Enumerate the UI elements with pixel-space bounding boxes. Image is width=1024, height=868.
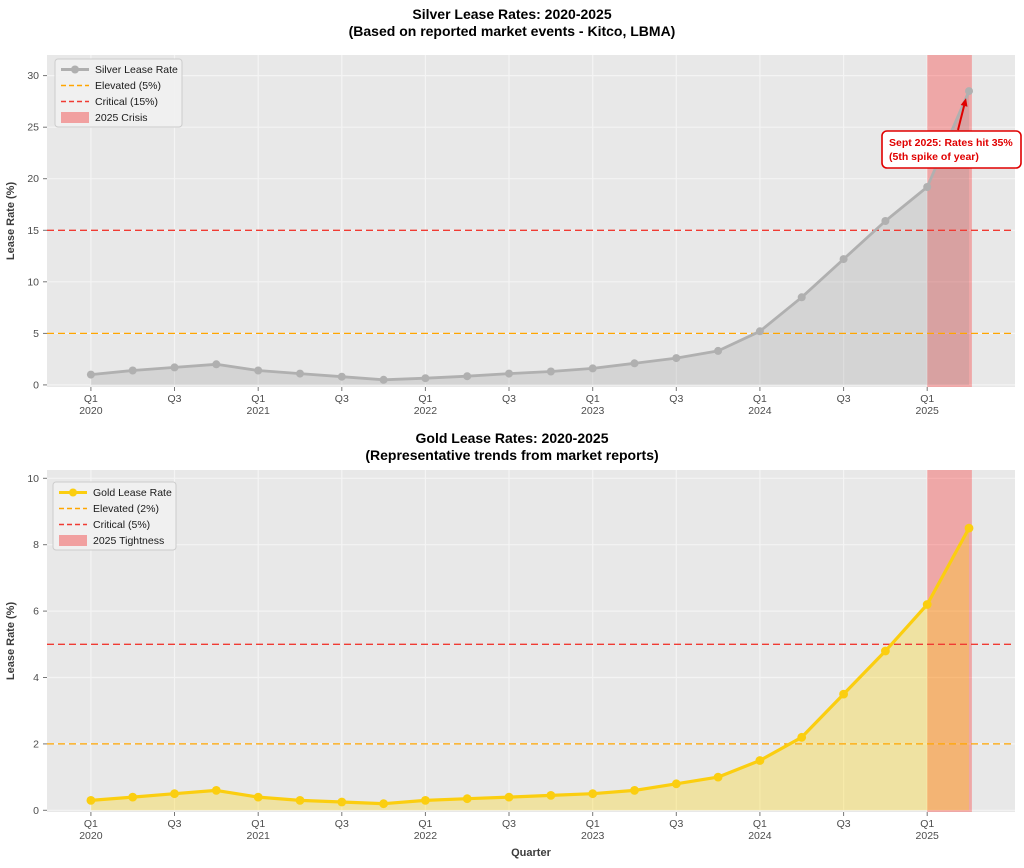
svg-text:Q1: Q1 — [920, 393, 934, 405]
svg-text:2022: 2022 — [414, 830, 438, 842]
svg-text:Q3: Q3 — [837, 393, 851, 405]
annotation: Sept 2025: Rates hit 35% (5th spike of ye… — [881, 98, 1022, 169]
svg-text:Q3: Q3 — [837, 818, 851, 830]
y-tick-labels: 0 2 4 6 8 10 — [27, 473, 39, 817]
y-axis-label: Lease Rate (%) — [5, 602, 17, 681]
svg-text:5: 5 — [33, 328, 39, 340]
gold-series-line — [90, 527, 971, 806]
axis-ticks — [43, 477, 928, 816]
svg-text:6: 6 — [33, 606, 39, 618]
svg-text:8: 8 — [33, 539, 39, 551]
svg-text:Q1: Q1 — [84, 393, 98, 405]
svg-text:2024: 2024 — [748, 405, 772, 417]
svg-text:Q1: Q1 — [418, 818, 432, 830]
svg-text:2020: 2020 — [79, 830, 103, 842]
svg-text:0: 0 — [33, 805, 39, 817]
svg-text:0: 0 — [33, 379, 39, 391]
silver-data-points — [86, 87, 973, 384]
legend-item: Elevated (5%) — [61, 80, 161, 92]
svg-text:Q1: Q1 — [418, 393, 432, 405]
svg-text:Q1: Q1 — [586, 393, 600, 405]
legend-item: Critical (5%) — [59, 519, 150, 531]
silver-chart-subtitle: (Based on reported market events - Kitco… — [348, 23, 676, 39]
legend-item: Gold Lease Rate — [59, 487, 172, 499]
svg-text:Elevated (5%): Elevated (5%) — [95, 80, 161, 92]
svg-text:Q3: Q3 — [502, 818, 516, 830]
legend-item: Silver Lease Rate — [61, 64, 178, 76]
svg-text:25: 25 — [27, 122, 39, 134]
silver-2025-band — [927, 55, 972, 387]
svg-text:Critical (5%): Critical (5%) — [93, 519, 150, 531]
svg-text:Q3: Q3 — [167, 393, 181, 405]
gold-2025-band — [927, 470, 972, 812]
annotation-arrowhead — [960, 98, 968, 107]
svg-text:15: 15 — [27, 225, 39, 237]
svg-text:Q1: Q1 — [251, 818, 265, 830]
svg-text:Elevated (2%): Elevated (2%) — [93, 503, 159, 515]
svg-text:10: 10 — [27, 473, 39, 485]
silver-area-fill — [90, 91, 969, 385]
svg-text:2025: 2025 — [916, 405, 940, 417]
annotation-text-line1: Sept 2025: Rates hit 35% — [889, 137, 1013, 149]
y-tick-labels: 0 5 10 15 20 25 30 — [27, 70, 39, 391]
gold-data-points — [86, 523, 974, 809]
svg-text:2022: 2022 — [414, 405, 438, 417]
svg-text:2023: 2023 — [581, 830, 605, 842]
y-axis-label: Lease Rate (%) — [5, 182, 17, 261]
svg-text:Q3: Q3 — [335, 818, 349, 830]
silver-chart-title: Silver Lease Rates: 2020-2025 — [412, 6, 612, 22]
svg-text:2025 Tightness: 2025 Tightness — [93, 535, 164, 547]
svg-text:Q3: Q3 — [669, 393, 683, 405]
svg-text:4: 4 — [33, 672, 39, 684]
svg-text:Silver Lease Rate: Silver Lease Rate — [95, 64, 178, 76]
svg-text:2021: 2021 — [247, 405, 271, 417]
svg-text:2021: 2021 — [247, 830, 271, 842]
x-axis-label: Quarter — [511, 847, 551, 859]
svg-text:Critical (15%): Critical (15%) — [95, 96, 158, 108]
legend-item: 2025 Tightness — [59, 535, 164, 547]
silver-legend: Silver Lease Rate Elevated (5%) Critical (… — [54, 58, 183, 128]
svg-text:2024: 2024 — [748, 830, 772, 842]
svg-text:Q1: Q1 — [251, 393, 265, 405]
gold-area-fill — [90, 528, 969, 811]
svg-text:2: 2 — [33, 738, 39, 750]
annotation-text-line2: (5th spike of year) — [889, 151, 979, 163]
legend-item: Critical (15%) — [61, 96, 158, 108]
svg-text:2025: 2025 — [916, 830, 940, 842]
annotation-arrow — [957, 105, 966, 131]
gold-chart-subtitle: (Representative trends from market repor… — [365, 447, 659, 463]
axis-ticks — [43, 75, 928, 391]
gold-chart-title: Gold Lease Rates: 2020-2025 — [415, 430, 609, 446]
svg-text:10: 10 — [27, 276, 39, 288]
svg-text:2023: 2023 — [581, 405, 605, 417]
svg-text:Gold Lease Rate: Gold Lease Rate — [93, 487, 172, 499]
plot-area — [47, 55, 1015, 387]
svg-text:Q3: Q3 — [167, 818, 181, 830]
gold-legend: Gold Lease Rate Elevated (2%) Critical (5%… — [52, 481, 177, 551]
svg-text:Q3: Q3 — [669, 818, 683, 830]
svg-text:Q1: Q1 — [586, 818, 600, 830]
svg-text:Q3: Q3 — [335, 393, 349, 405]
svg-text:2025 Crisis: 2025 Crisis — [95, 112, 148, 124]
svg-text:Q1: Q1 — [84, 818, 98, 830]
svg-text:20: 20 — [27, 173, 39, 185]
svg-text:Q1: Q1 — [920, 818, 934, 830]
annotation-box — [881, 130, 1022, 169]
svg-text:30: 30 — [27, 70, 39, 82]
svg-text:Q3: Q3 — [502, 393, 516, 405]
svg-text:Q1: Q1 — [753, 393, 767, 405]
silver-series-line — [90, 90, 971, 382]
legend-item: Elevated (2%) — [59, 503, 159, 515]
legend-item: 2025 Crisis — [61, 112, 148, 124]
svg-text:Q1: Q1 — [753, 818, 767, 830]
svg-text:2020: 2020 — [79, 405, 103, 417]
plot-area — [47, 470, 1015, 812]
